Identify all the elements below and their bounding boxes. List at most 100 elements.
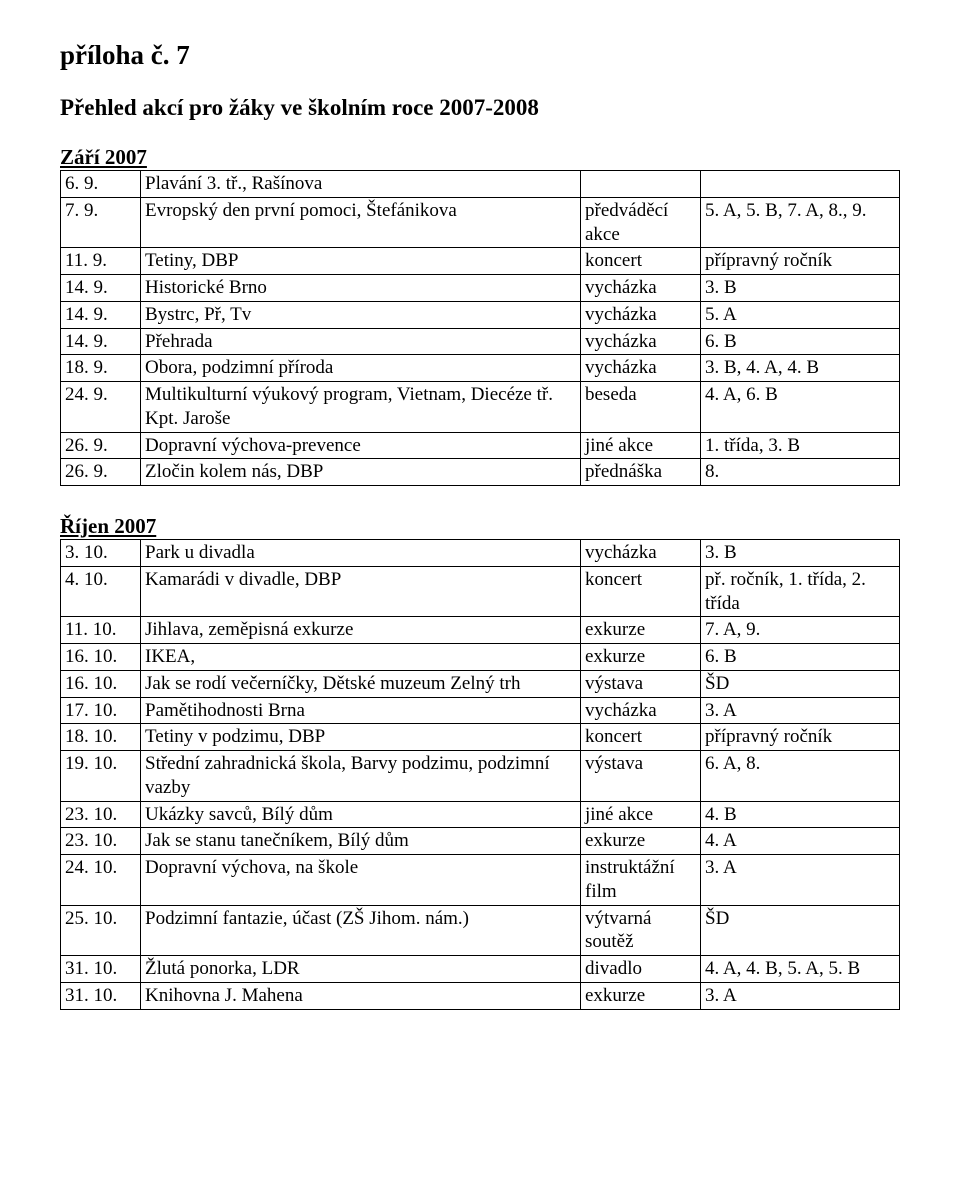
table-row: 11. 10.Jihlava, zeměpisná exkurzeexkurze…	[61, 617, 900, 644]
cell-class: ŠD	[701, 670, 900, 697]
cell-class: 3. B, 4. A, 4. B	[701, 355, 900, 382]
cell-type	[581, 171, 701, 198]
cell-type: vycházka	[581, 355, 701, 382]
cell-event: Dopravní výchova-prevence	[141, 432, 581, 459]
cell-type: výstava	[581, 670, 701, 697]
cell-event: Jak se stanu tanečníkem, Bílý dům	[141, 828, 581, 855]
table-row: 24. 9.Multikulturní výukový program, Vie…	[61, 382, 900, 433]
cell-event: Dopravní výchova, na škole	[141, 855, 581, 906]
section: Září 20076. 9.Plavání 3. tř., Rašínova7.…	[60, 145, 900, 486]
table-row: 3. 10.Park u divadlavycházka3. B	[61, 540, 900, 567]
cell-event: Ukázky savců, Bílý dům	[141, 801, 581, 828]
cell-date: 7. 9.	[61, 197, 141, 248]
cell-date: 3. 10.	[61, 540, 141, 567]
table-row: 4. 10.Kamarádi v divadle, DBPkoncertpř. …	[61, 566, 900, 617]
cell-event: Knihovna J. Mahena	[141, 982, 581, 1009]
table-row: 11. 9.Tetiny, DBPkoncertpřípravný ročník	[61, 248, 900, 275]
cell-event: Jihlava, zeměpisná exkurze	[141, 617, 581, 644]
table-row: 24. 10.Dopravní výchova, na školeinstruk…	[61, 855, 900, 906]
cell-event: Střední zahradnická škola, Barvy podzimu…	[141, 751, 581, 802]
cell-class: ŠD	[701, 905, 900, 956]
cell-class: 4. A, 6. B	[701, 382, 900, 433]
cell-date: 11. 9.	[61, 248, 141, 275]
cell-date: 14. 9.	[61, 275, 141, 302]
cell-date: 16. 10.	[61, 644, 141, 671]
cell-date: 4. 10.	[61, 566, 141, 617]
cell-date: 11. 10.	[61, 617, 141, 644]
cell-event: Tetiny v podzimu, DBP	[141, 724, 581, 751]
page-title: příloha č. 7	[60, 40, 900, 71]
cell-class: 3. A	[701, 982, 900, 1009]
cell-event: Žlutá ponorka, LDR	[141, 956, 581, 983]
cell-class	[701, 171, 900, 198]
table-row: 6. 9.Plavání 3. tř., Rašínova	[61, 171, 900, 198]
cell-date: 26. 9.	[61, 432, 141, 459]
table-row: 14. 9.Přehradavycházka6. B	[61, 328, 900, 355]
cell-date: 31. 10.	[61, 982, 141, 1009]
cell-date: 23. 10.	[61, 801, 141, 828]
cell-type: přednáška	[581, 459, 701, 486]
cell-event: Kamarádi v divadle, DBP	[141, 566, 581, 617]
cell-class: 3. B	[701, 540, 900, 567]
cell-type: jiné akce	[581, 801, 701, 828]
cell-event: Evropský den první pomoci, Štefánikova	[141, 197, 581, 248]
cell-class: 7. A, 9.	[701, 617, 900, 644]
cell-class: 6. A, 8.	[701, 751, 900, 802]
table-row: 16. 10.Jak se rodí večerníčky, Dětské mu…	[61, 670, 900, 697]
cell-event: Plavání 3. tř., Rašínova	[141, 171, 581, 198]
cell-type: vycházka	[581, 275, 701, 302]
table-row: 26. 9.Zločin kolem nás, DBPpřednáška8.	[61, 459, 900, 486]
cell-type: vycházka	[581, 328, 701, 355]
table-row: 23. 10.Jak se stanu tanečníkem, Bílý dům…	[61, 828, 900, 855]
cell-class: 4. A	[701, 828, 900, 855]
cell-date: 24. 9.	[61, 382, 141, 433]
cell-type: vycházka	[581, 540, 701, 567]
section-heading: Říjen 2007	[60, 514, 900, 539]
table-row: 26. 9.Dopravní výchova-prevencejiné akce…	[61, 432, 900, 459]
table-row: 16. 10.IKEA,exkurze6. B	[61, 644, 900, 671]
table-row: 23. 10.Ukázky savců, Bílý důmjiné akce4.…	[61, 801, 900, 828]
cell-date: 14. 9.	[61, 301, 141, 328]
cell-class: přípravný ročník	[701, 724, 900, 751]
table-row: 19. 10.Střední zahradnická škola, Barvy …	[61, 751, 900, 802]
cell-event: Historické Brno	[141, 275, 581, 302]
cell-event: IKEA,	[141, 644, 581, 671]
cell-type: jiné akce	[581, 432, 701, 459]
cell-class: 3. B	[701, 275, 900, 302]
table-row: 14. 9.Historické Brnovycházka3. B	[61, 275, 900, 302]
cell-event: Pamětihodnosti Brna	[141, 697, 581, 724]
cell-type: výstava	[581, 751, 701, 802]
table-row: 7. 9.Evropský den první pomoci, Štefánik…	[61, 197, 900, 248]
cell-type: vycházka	[581, 697, 701, 724]
cell-date: 31. 10.	[61, 956, 141, 983]
table-row: 17. 10.Pamětihodnosti Brnavycházka3. A	[61, 697, 900, 724]
cell-class: 6. B	[701, 644, 900, 671]
events-table: 3. 10.Park u divadlavycházka3. B4. 10.Ka…	[60, 539, 900, 1010]
cell-date: 16. 10.	[61, 670, 141, 697]
cell-type: beseda	[581, 382, 701, 433]
cell-event: Park u divadla	[141, 540, 581, 567]
cell-class: 3. A	[701, 697, 900, 724]
cell-date: 18. 9.	[61, 355, 141, 382]
cell-event: Multikulturní výukový program, Vietnam, …	[141, 382, 581, 433]
cell-type: výtvarná soutěž	[581, 905, 701, 956]
cell-class: 4. B	[701, 801, 900, 828]
cell-class: 6. B	[701, 328, 900, 355]
cell-date: 6. 9.	[61, 171, 141, 198]
cell-date: 18. 10.	[61, 724, 141, 751]
cell-type: exkurze	[581, 828, 701, 855]
table-row: 31. 10.Knihovna J. Mahenaexkurze3. A	[61, 982, 900, 1009]
cell-class: přípravný ročník	[701, 248, 900, 275]
cell-type: koncert	[581, 566, 701, 617]
events-table: 6. 9.Plavání 3. tř., Rašínova7. 9.Evrops…	[60, 170, 900, 486]
cell-class: 4. A, 4. B, 5. A, 5. B	[701, 956, 900, 983]
cell-type: vycházka	[581, 301, 701, 328]
cell-date: 23. 10.	[61, 828, 141, 855]
cell-type: exkurze	[581, 617, 701, 644]
cell-class: 5. A	[701, 301, 900, 328]
section: Říjen 20073. 10.Park u divadlavycházka3.…	[60, 514, 900, 1010]
cell-event: Obora, podzimní příroda	[141, 355, 581, 382]
cell-type: exkurze	[581, 644, 701, 671]
cell-event: Jak se rodí večerníčky, Dětské muzeum Ze…	[141, 670, 581, 697]
cell-date: 24. 10.	[61, 855, 141, 906]
